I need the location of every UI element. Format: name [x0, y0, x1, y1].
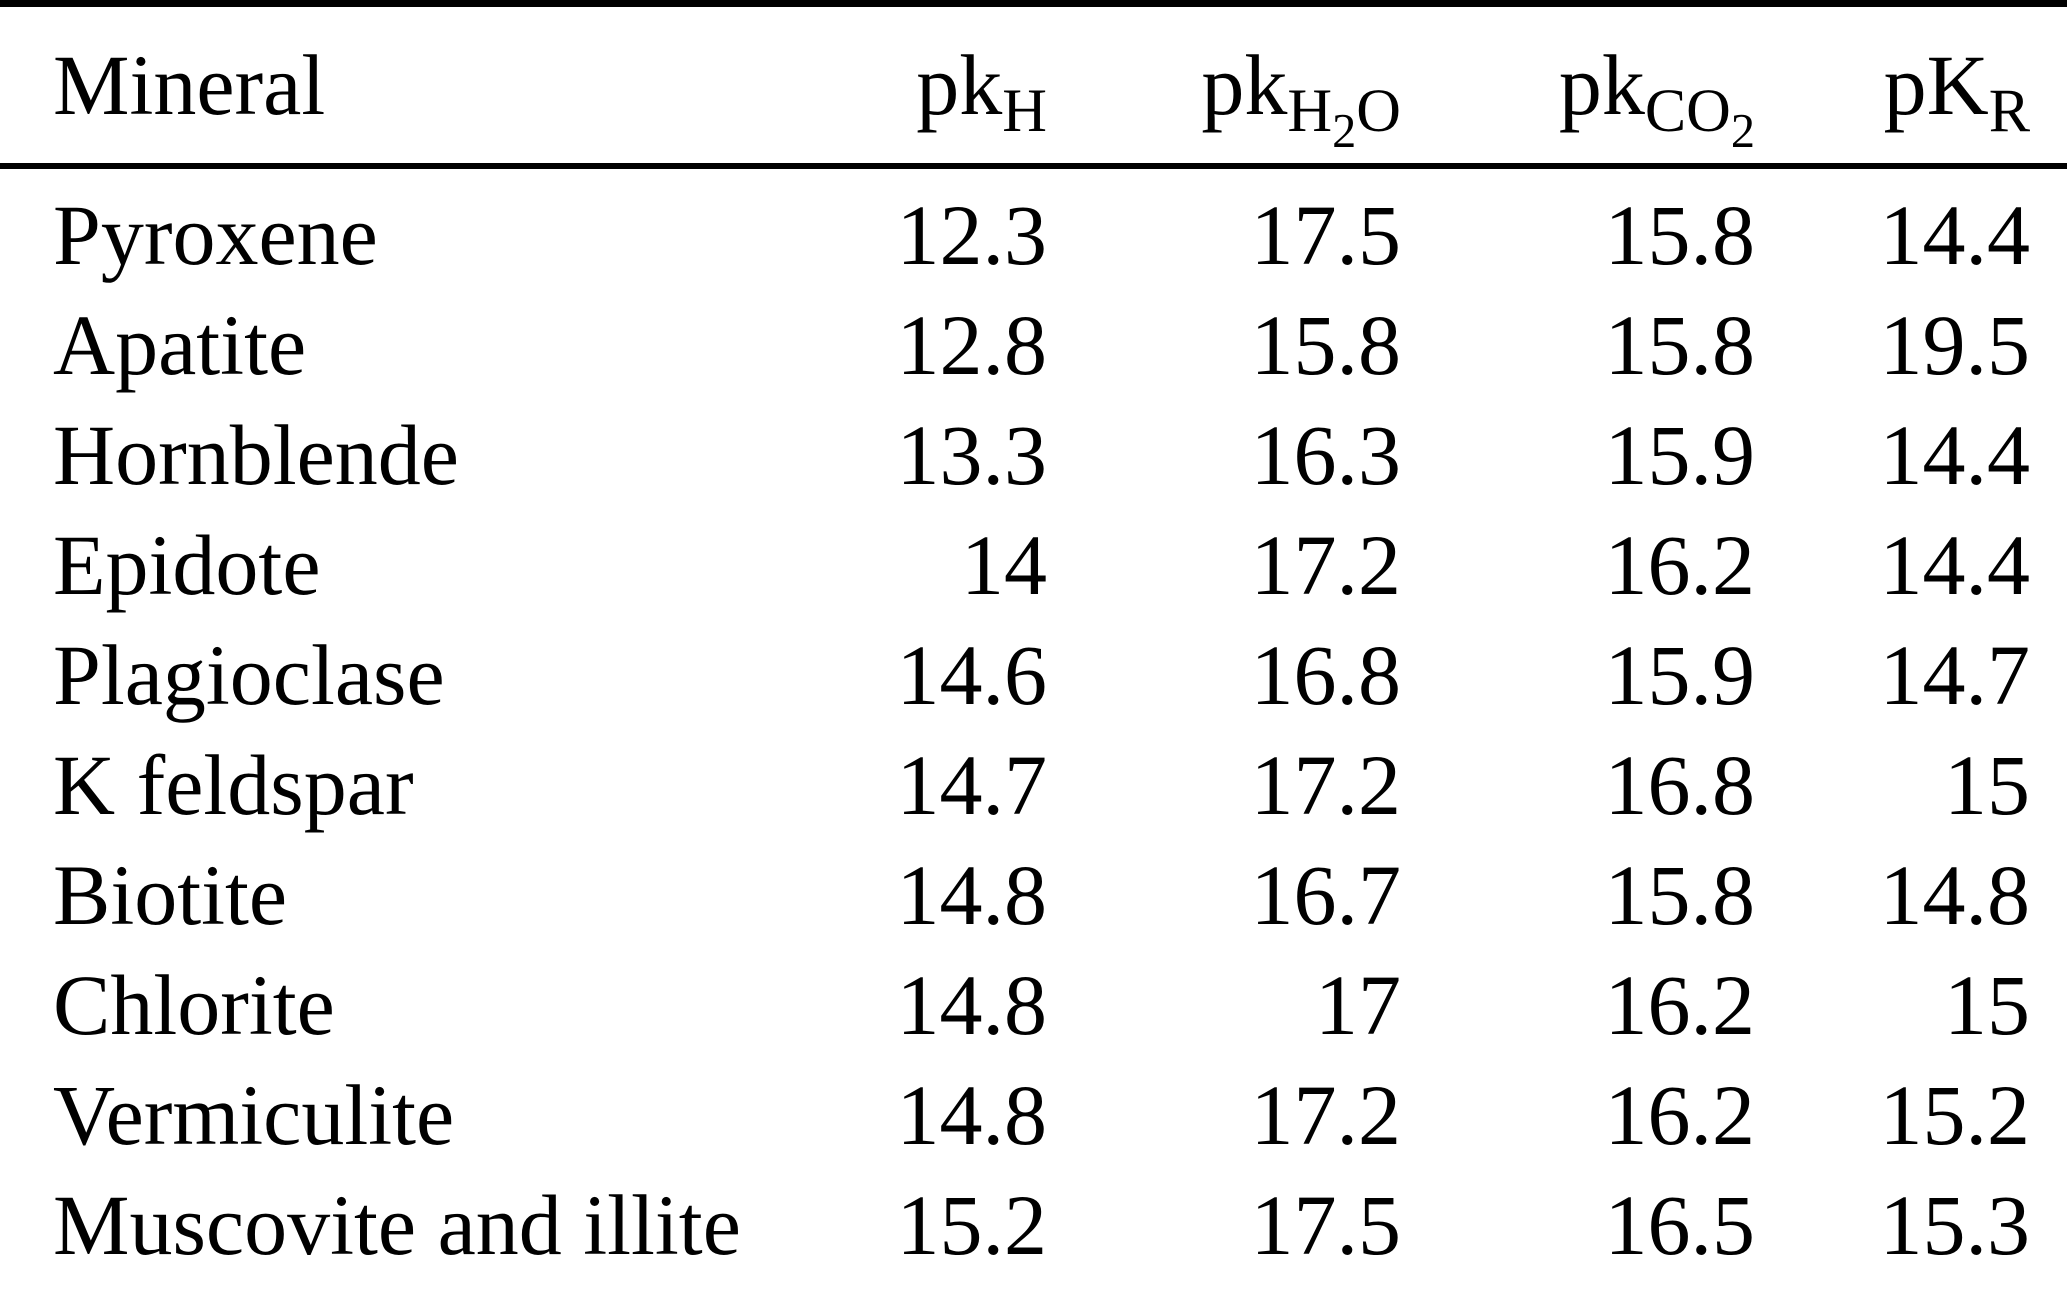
- header-label-subscript: R: [1988, 77, 2030, 146]
- cell-pk_r: 14.4: [1879, 517, 2031, 613]
- header-label-subscript: H: [1002, 77, 1047, 146]
- cell-mineral: Epidote: [53, 517, 321, 613]
- cell-pk_co2: 16.8: [1604, 737, 1756, 833]
- column-header-pk_co2: pkCO2: [1402, 3, 1756, 169]
- header-label-subscript: CO2: [1644, 77, 1755, 158]
- cell-mineral: Biotite: [53, 847, 288, 943]
- cell-pk_h: 14: [961, 517, 1047, 613]
- cell-mineral: Pyroxene: [53, 187, 378, 283]
- cell-pk_r: 19.5: [1879, 297, 2031, 393]
- cell-pk_h2o: 16.3: [1250, 407, 1402, 503]
- header-label-base: pk: [1558, 37, 1645, 133]
- table-row: Chlorite 14.8 17 16.2 15: [0, 950, 2067, 1060]
- cell-pk_h: 14.8: [896, 847, 1048, 943]
- cell-pk_h: 14.8: [896, 957, 1048, 1053]
- header-label-base: Mineral: [53, 37, 326, 133]
- cell-pk_r: 14.4: [1879, 187, 2031, 283]
- header-label-base: pK: [1883, 37, 1989, 133]
- header-label-subsubscript: 2: [1332, 104, 1357, 158]
- header-label-base: pk: [916, 37, 1003, 133]
- cell-pk_co2: 16.2: [1604, 1067, 1756, 1163]
- column-header-pk_h2o: pkH2O: [1048, 3, 1402, 169]
- cell-pk_h: 14.6: [896, 627, 1048, 723]
- table-header-row: Mineral pkH pkH2O pkCO2 pKR: [0, 3, 2067, 169]
- cell-pk_r: 15: [1944, 957, 2030, 1053]
- cell-pk_r: 14.4: [1879, 407, 2031, 503]
- header-label-subscript: O: [1356, 77, 1401, 146]
- cell-pk_h: 12.8: [896, 297, 1048, 393]
- table-row: K feldspar 14.7 17.2 16.8 15: [0, 730, 2067, 840]
- cell-mineral: Vermiculite: [53, 1067, 455, 1163]
- cell-pk_h: 12.3: [896, 187, 1048, 283]
- cell-pk_h2o: 17: [1315, 957, 1401, 1053]
- cell-pk_h: 13.3: [896, 407, 1048, 503]
- cell-pk_r: 15: [1944, 737, 2030, 833]
- cell-pk_h2o: 15.8: [1250, 297, 1402, 393]
- table-row: Epidote 14 17.2 16.2 14.4: [0, 510, 2067, 620]
- cell-mineral: K feldspar: [53, 737, 414, 833]
- cell-mineral: Muscovite and illite: [53, 1177, 741, 1273]
- header-label-subscript: H2: [1287, 77, 1357, 158]
- cell-pk_h2o: 17.5: [1250, 187, 1402, 283]
- cell-pk_r: 15.2: [1879, 1067, 2031, 1163]
- header-label-subsubscript: 2: [1730, 104, 1755, 158]
- column-header-mineral: Mineral: [0, 3, 694, 169]
- cell-pk_h2o: 17.2: [1250, 1067, 1402, 1163]
- cell-pk_co2: 15.8: [1604, 847, 1756, 943]
- cell-pk_co2: 15.9: [1604, 627, 1756, 723]
- cell-pk_h2o: 17.5: [1250, 1177, 1402, 1273]
- column-header-pk_h: pkH: [694, 3, 1048, 169]
- cell-pk_co2: 15.9: [1604, 407, 1756, 503]
- table-row: Plagioclase 14.6 16.8 15.9 14.7: [0, 620, 2067, 730]
- cell-pk_co2: 15.8: [1604, 297, 1756, 393]
- cell-pk_h2o: 17.2: [1250, 517, 1402, 613]
- column-header-pk_r: pKR: [1756, 3, 2067, 169]
- cell-pk_h2o: 16.8: [1250, 627, 1402, 723]
- cell-pk_co2: 15.8: [1604, 187, 1756, 283]
- cell-pk_r: 15.3: [1879, 1177, 2031, 1273]
- cell-pk_r: 14.7: [1879, 627, 2031, 723]
- header-label-base: pk: [1201, 37, 1288, 133]
- table-row: Pyroxene 12.3 17.5 15.8 14.4: [0, 166, 2067, 290]
- cell-pk_co2: 16.2: [1604, 517, 1756, 613]
- table-row: Hornblende 13.3 16.3 15.9 14.4: [0, 400, 2067, 510]
- table-row: Vermiculite 14.8 17.2 16.2 15.2: [0, 1060, 2067, 1170]
- cell-mineral: Apatite: [53, 297, 307, 393]
- cell-pk_h2o: 17.2: [1250, 737, 1402, 833]
- table-row: Biotite 14.8 16.7 15.8 14.8: [0, 840, 2067, 950]
- cell-mineral: Hornblende: [53, 407, 459, 503]
- cell-mineral: Plagioclase: [53, 627, 445, 723]
- cell-mineral: Chlorite: [53, 957, 335, 1053]
- cell-pk_r: 14.8: [1879, 847, 2031, 943]
- cell-pk_co2: 16.2: [1604, 957, 1756, 1053]
- cell-pk_h2o: 16.7: [1250, 847, 1402, 943]
- table-row: Muscovite and illite 15.2 17.5 16.5 15.3: [0, 1170, 2067, 1307]
- cell-pk_h: 15.2: [896, 1177, 1048, 1273]
- cell-pk_h: 14.7: [896, 737, 1048, 833]
- table-row: Apatite 12.8 15.8 15.8 19.5: [0, 290, 2067, 400]
- cell-pk_co2: 16.5: [1604, 1177, 1756, 1273]
- cell-pk_h: 14.8: [896, 1067, 1048, 1163]
